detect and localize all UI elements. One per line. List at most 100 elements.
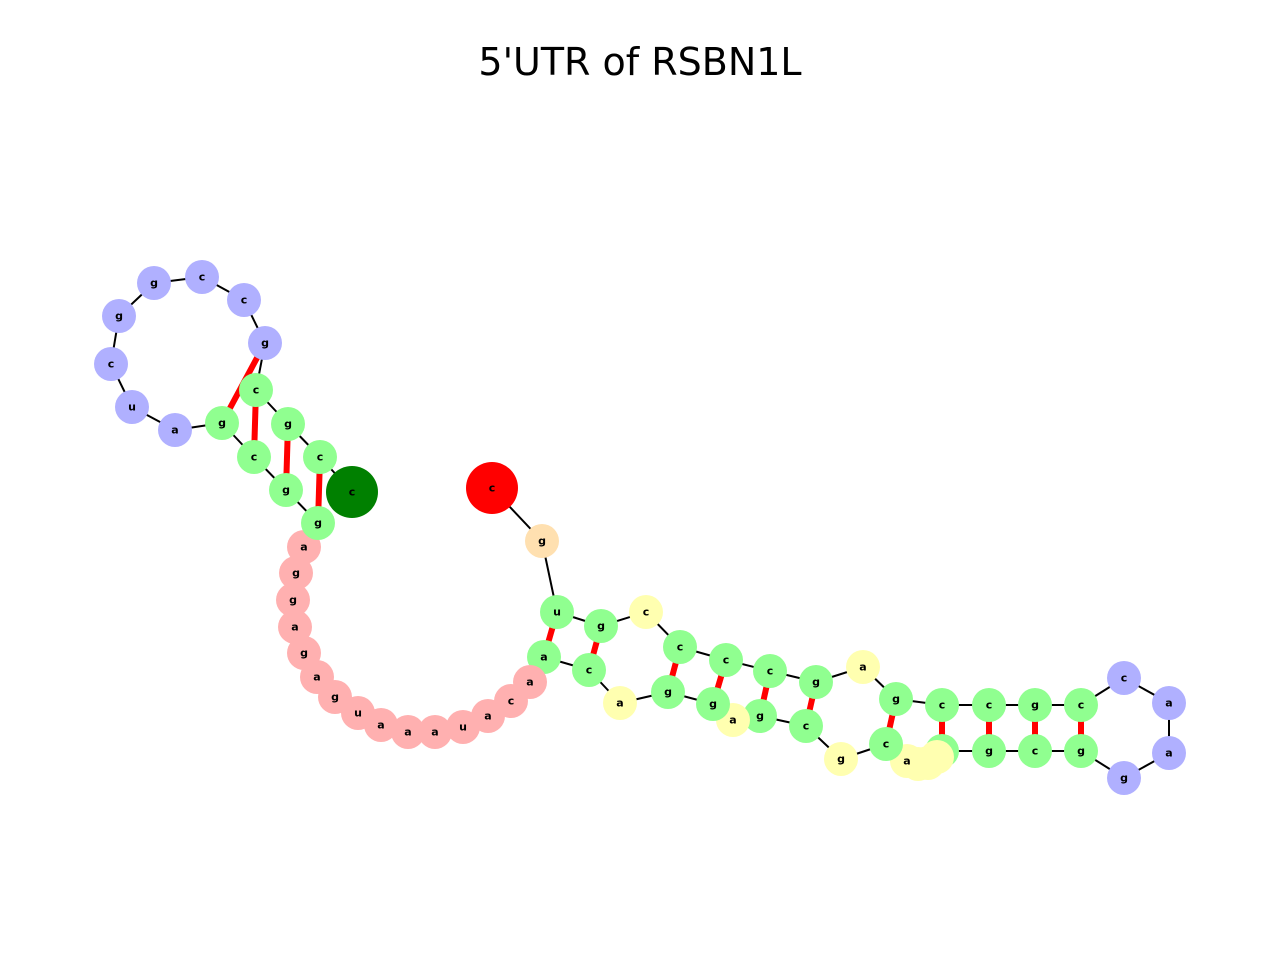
nucleotide-hairpin-loop: a (1152, 686, 1186, 720)
nucleotide-stem: c (869, 727, 903, 761)
nucleotide-three-prime: c (326, 466, 378, 518)
nucleotide-circle (1107, 661, 1141, 695)
nucleotide-stem: g (584, 609, 618, 643)
nucleotide-label: g (837, 753, 845, 766)
nucleotide-circle (743, 699, 777, 733)
nucleotide-stem: c (972, 688, 1006, 722)
nucleotide-label: g (331, 691, 339, 704)
nucleotide-label: g (812, 676, 820, 689)
nucleotide-label: c (317, 451, 324, 464)
nucleotide-circle (603, 686, 637, 720)
nucleotide-circle (584, 609, 618, 643)
nucleotide-circle (696, 687, 730, 721)
nucleotide-five-prime: c (466, 462, 518, 514)
nucleotide-stem: c (237, 440, 271, 474)
nucleotide-label: u (128, 401, 136, 414)
nucleotide-circle (269, 473, 303, 507)
nucleotide-bulge-interior: g (824, 742, 858, 776)
nucleotide-circle (663, 630, 697, 664)
nucleotide-label: c (199, 271, 206, 284)
nucleotide-label: a (616, 697, 623, 710)
nucleotide-circle (115, 390, 149, 424)
nucleotide-hairpin-loop: u (115, 390, 149, 424)
nucleotide-stem: c (709, 643, 743, 677)
nucleotide-label: g (289, 594, 297, 607)
nucleotide-circle (279, 556, 313, 590)
nucleotide-label: g (1120, 772, 1128, 785)
nucleotide-stem: g (743, 699, 777, 733)
nucleotide-label: a (540, 651, 547, 664)
nucleotide-label: g (150, 277, 158, 290)
nucleotide-hairpin-loop: a (1152, 736, 1186, 770)
nucleotide-circle (925, 688, 959, 722)
nucleotide-label: g (756, 710, 764, 723)
nucleotide-label: a (903, 755, 910, 768)
nucleotide-hairpin-loop: c (94, 347, 128, 381)
nucleotide-stem: g (271, 407, 305, 441)
nucleotide-stem: g (205, 406, 239, 440)
nucleotide-stem: c (572, 653, 606, 687)
nucleotide-label: a (859, 661, 866, 674)
nucleotide-stem: g (1018, 688, 1052, 722)
nucleotide-circle (1152, 736, 1186, 770)
nucleotide-label: g (282, 484, 290, 497)
nucleotide-label: g (284, 418, 292, 431)
nucleotide-label: a (171, 424, 178, 437)
nucleotide-stem: g (879, 682, 913, 716)
nucleotide-label: a (313, 671, 320, 684)
nucleotide-bulge-interior: a (846, 650, 880, 684)
nucleotide-unpaired: g (279, 556, 313, 590)
nucleotide-label: u (459, 721, 467, 734)
nucleotide-linker: g (525, 524, 559, 558)
nucleotide-circle (846, 650, 880, 684)
nucleotide-circle (572, 653, 606, 687)
nucleotide-circle (276, 583, 310, 617)
nucleotide-label: c (251, 451, 258, 464)
nucleotide-label: c (108, 358, 115, 371)
nucleotide-circle (869, 727, 903, 761)
nucleotide-circle (239, 373, 273, 407)
nucleotide-stem: u (540, 595, 574, 629)
nucleotide-stem: c (239, 373, 273, 407)
nucleotide-label: a (291, 621, 298, 634)
nucleotide-label: c (241, 294, 248, 307)
nucleotide-unpaired: a (418, 715, 452, 749)
nucleotide-label: c (939, 699, 946, 712)
nucleotide-label: g (314, 517, 322, 530)
nucleotide-label: c (986, 699, 993, 712)
nucleotide-hairpin-loop: g (1107, 761, 1141, 795)
nucleotide-label: a (526, 676, 533, 689)
nucleotide-label: c (1121, 672, 1128, 685)
nucleotide-circle (753, 654, 787, 688)
nucleotide-circle (527, 640, 561, 674)
nucleotide-circle (709, 643, 743, 677)
nucleotide-circle (1152, 686, 1186, 720)
nucleotide-circle (94, 347, 128, 381)
nucleotide-circle (540, 595, 574, 629)
nucleotide-label: g (261, 337, 269, 350)
nucleotide-circle (525, 524, 559, 558)
nucleotide-circle (326, 466, 378, 518)
nucleotide-label: c (253, 384, 260, 397)
nucleotide-label: c (349, 486, 356, 499)
nucleotide-label: a (300, 541, 307, 554)
nucleotide-label: c (677, 641, 684, 654)
nucleotide-label: c (489, 482, 496, 495)
nucleotide-circle (799, 665, 833, 699)
nucleotide-stem: g (696, 687, 730, 721)
nucleotide-stem: g (651, 675, 685, 709)
nucleotide-circle (1107, 761, 1141, 795)
nucleotide-stem: c (303, 440, 337, 474)
nucleotide-circle (158, 413, 192, 447)
nucleotide-circle (287, 636, 321, 670)
nucleotide-stem: c (789, 709, 823, 743)
nucleotide-circle (629, 595, 663, 629)
nucleotide-label: c (723, 654, 730, 667)
nucleotide-circle (303, 440, 337, 474)
nucleotide-label: c (508, 695, 515, 708)
nucleotide-circle (271, 407, 305, 441)
nucleotide-circle (1018, 734, 1052, 768)
nucleotide-label: c (883, 738, 890, 751)
nucleotide-circle (1064, 734, 1098, 768)
